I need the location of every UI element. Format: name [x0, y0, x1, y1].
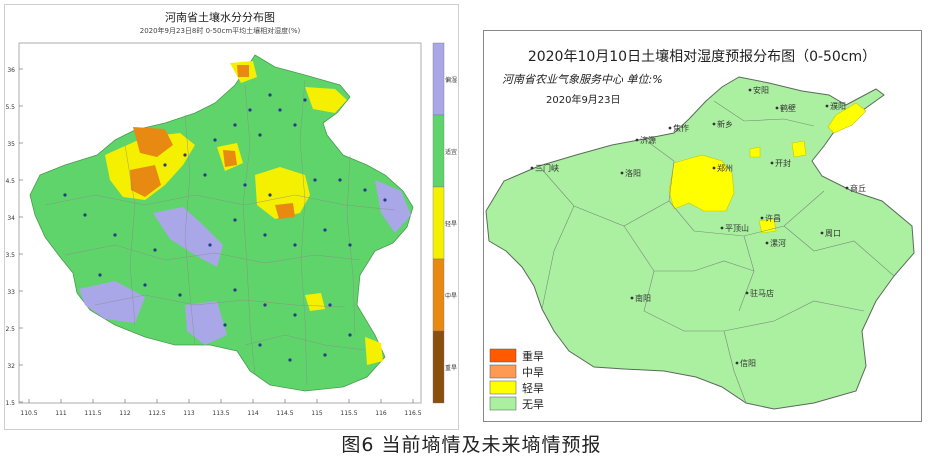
- wet-zone: [79, 281, 145, 323]
- left-map-svg: 河南省土壤水分分布图 2020年9月23日8时 0-50cm平均土壤相对湿度(%…: [2, 10, 457, 417]
- wet-zone: [375, 180, 411, 233]
- forecast-legend-label: 重旱: [522, 349, 544, 363]
- figure-caption: 图6 当前墒情及未来墒情预报: [341, 434, 602, 456]
- city-label: 信阳: [740, 358, 756, 368]
- mild-drought-zone: [365, 337, 383, 365]
- legend-swatch: [432, 114, 445, 188]
- y-tick-label: 36: [7, 67, 15, 74]
- forecast-legend-swatch: [489, 348, 517, 363]
- city-label: 商丘: [850, 183, 866, 193]
- prefecture-boundaries: [538, 100, 895, 404]
- forecast-legend-swatch: [489, 380, 517, 395]
- legend-swatch: [432, 258, 445, 332]
- city-label: 洛阳: [625, 168, 641, 178]
- right-map-org: 河南省农业气象服务中心 单位:%: [502, 73, 663, 86]
- right-map-title: 2020年10月10日土壤相对湿度预报分布图（0-50cm）: [528, 48, 876, 65]
- x-tick-label: 111.5: [84, 410, 101, 417]
- legend-label: 轻旱: [445, 220, 457, 228]
- city-label: 鹤壁: [780, 103, 796, 113]
- x-tick-label: 110.5: [20, 410, 37, 417]
- y-tick-label: 32: [7, 363, 15, 370]
- x-tick-label: 112.5: [148, 410, 165, 417]
- forecast-mild-drought-zone: [827, 102, 867, 134]
- moderate-drought-zone: [237, 65, 249, 77]
- forecast-mild-drought-zone: [668, 154, 735, 212]
- city-label: 新乡: [717, 119, 733, 129]
- city-label: 开封: [775, 158, 791, 168]
- y-tick-label: 34: [7, 215, 15, 222]
- moderate-drought-zone: [133, 127, 173, 157]
- city-label: 济源: [640, 135, 656, 145]
- city-label: 濮阳: [830, 101, 846, 111]
- y-tick-label: 34.5: [5, 178, 15, 185]
- right-map-date: 2020年9月23日: [546, 93, 621, 106]
- legend-label: 重旱: [445, 364, 457, 372]
- mild-drought-zone: [305, 293, 325, 311]
- legend-swatch: [432, 42, 445, 116]
- x-tick-label: 116.5: [404, 410, 421, 417]
- city-label: 焦作: [673, 123, 689, 133]
- forecast-mild-drought-zone: [749, 146, 761, 158]
- forecast-legend-swatch: [489, 364, 517, 379]
- x-tick-label: 115.5: [340, 410, 357, 417]
- city-label: 三门峡: [535, 163, 559, 173]
- forecast-mild-drought-zone: [791, 140, 807, 158]
- y-axis-ticks: 36 35.5 35 34.5 34 33.5 33 32.5 32 31.5: [2, 67, 23, 407]
- city-label: 许昌: [765, 213, 781, 223]
- forecast-mild-drought-zone: [758, 218, 777, 234]
- current-soil-moisture-map: 河南省土壤水分分布图 2020年9月23日8时 0-50cm平均土壤相对湿度(%…: [2, 4, 459, 430]
- x-tick-label: 114.5: [276, 410, 293, 417]
- right-map-svg: 2020年10月10日土壤相对湿度预报分布图（0-50cm） 河南省农业气象服务…: [485, 48, 915, 411]
- forecast-legend-label: 无旱: [522, 398, 544, 411]
- forecast-legend-swatch: [489, 396, 517, 411]
- city-label: 安阳: [753, 85, 769, 95]
- x-tick-label: 114: [247, 410, 259, 417]
- y-tick-label: 32.5: [5, 326, 15, 333]
- city-label: 漯河: [770, 238, 786, 248]
- x-tick-label: 113.5: [212, 410, 229, 417]
- legend-swatch: [432, 186, 445, 260]
- y-tick-label: 35: [7, 141, 15, 148]
- forecast-legend-label: 中旱: [522, 366, 544, 379]
- forecast-soil-moisture-map: 2020年10月10日土壤相对湿度预报分布图（0-50cm） 河南省农业气象服务…: [483, 30, 922, 422]
- legend-label: 偏湿: [445, 76, 457, 84]
- city-label: 周口: [825, 229, 841, 238]
- mild-drought-zone: [255, 167, 310, 219]
- x-tick-label: 113: [183, 410, 195, 417]
- legend-label: 适宜: [445, 148, 457, 156]
- legend-label: 中旱: [445, 292, 457, 300]
- x-axis-ticks: 110.5 111 111.5 112 112.5 113 113.5 114 114.5 115…: [20, 399, 422, 417]
- city-label: 平顶山: [725, 223, 749, 233]
- city-label: 南阳: [635, 293, 651, 303]
- moderate-drought-zone: [130, 165, 161, 197]
- left-map-title: 河南省土壤水分分布图: [165, 10, 275, 24]
- mild-drought-zone: [305, 87, 347, 113]
- forecast-legend-label: 轻旱: [522, 381, 544, 395]
- x-tick-label: 116: [375, 410, 387, 417]
- x-tick-label: 112: [119, 410, 131, 417]
- city-label: 驻马店: [750, 288, 774, 298]
- y-tick-label: 33: [7, 289, 15, 296]
- station-markers: [63, 93, 387, 362]
- legend-swatch: [432, 330, 445, 404]
- x-tick-label: 111: [55, 410, 67, 417]
- y-tick-label: 35.5: [5, 104, 15, 111]
- forecast-province-area: [485, 76, 915, 410]
- y-tick-label: 31.5: [5, 400, 15, 407]
- moderate-drought-zone: [275, 203, 295, 219]
- left-map-subtitle: 2020年9月23日8时 0-50cm平均土壤相对湿度(%): [140, 26, 301, 35]
- moderate-drought-zone: [223, 150, 237, 167]
- wet-zone: [153, 207, 223, 267]
- city-label: 郑州: [717, 163, 733, 173]
- y-tick-label: 33.5: [5, 252, 15, 259]
- wet-zone: [185, 301, 227, 345]
- x-tick-label: 115: [311, 410, 323, 417]
